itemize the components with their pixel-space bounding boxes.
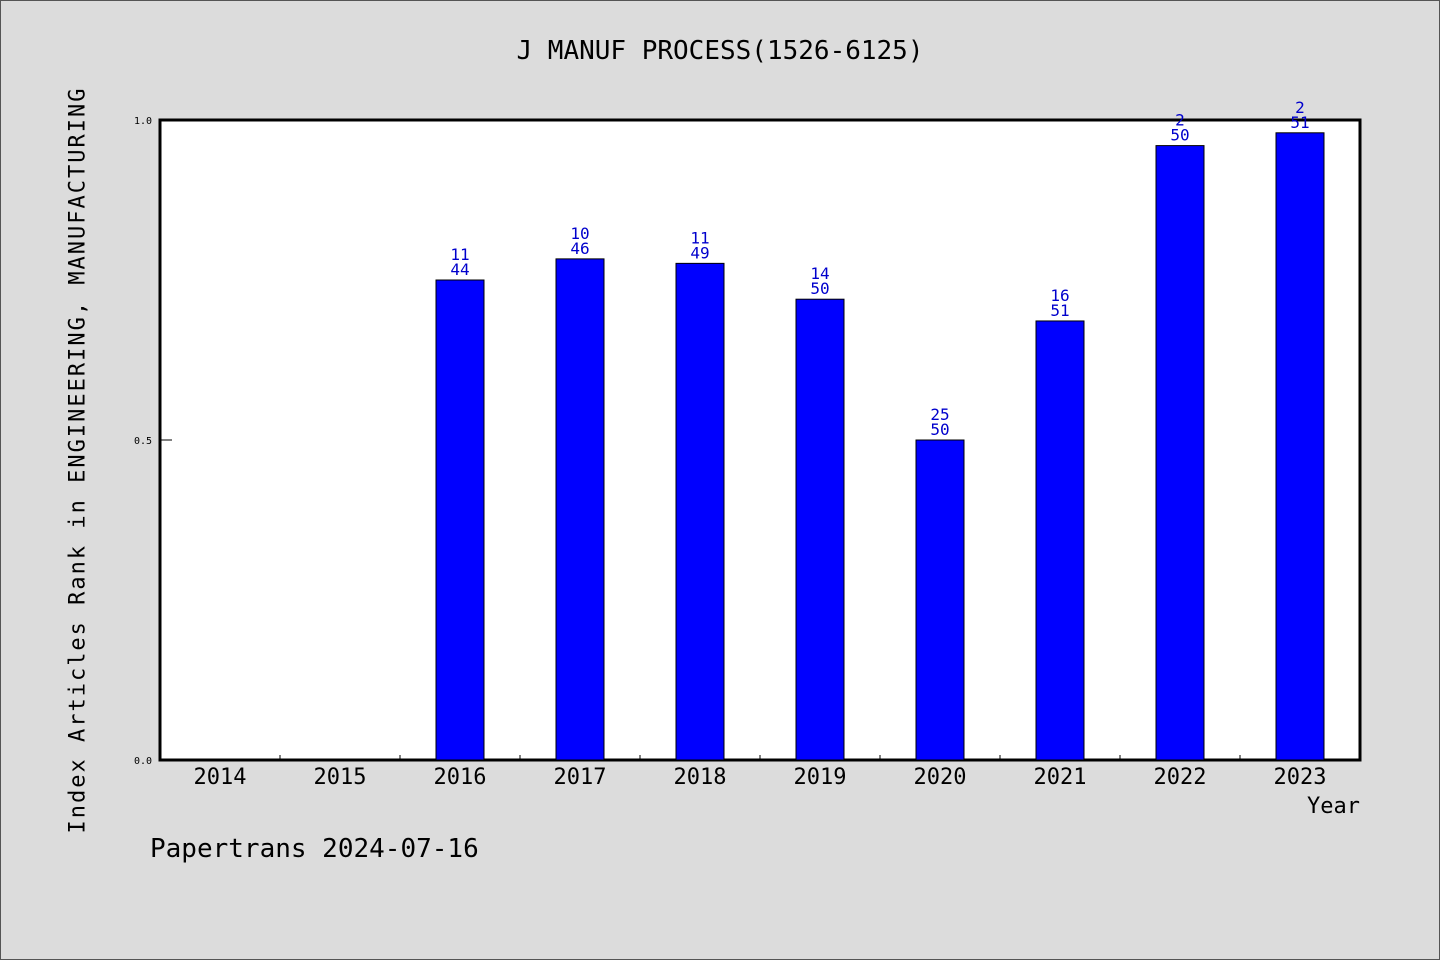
data-label-rank: 2 bbox=[1295, 98, 1305, 117]
x-ticks-group: 2014 2015 2016 2017 2018 2019 2020 2021 2022 2023 bbox=[194, 755, 1327, 790]
x-tick-label: 2015 bbox=[314, 765, 367, 790]
data-label-rank: 14 bbox=[810, 264, 829, 283]
data-label-rank: 25 bbox=[930, 405, 949, 424]
data-label-total: 50 bbox=[810, 279, 829, 298]
y-tick-label: 1.0 bbox=[134, 116, 152, 127]
x-tick-label: 2017 bbox=[554, 765, 607, 790]
bar bbox=[1275, 132, 1325, 761]
x-tick-label: 2018 bbox=[674, 765, 727, 790]
data-label-total: 50 bbox=[1170, 126, 1189, 145]
data-label-total: 44 bbox=[450, 260, 469, 279]
y-tick-label: 0.0 bbox=[134, 756, 152, 767]
data-label-rank: 11 bbox=[690, 228, 709, 247]
bar bbox=[675, 262, 725, 761]
footer-text: Papertrans 2024-07-16 bbox=[150, 834, 479, 864]
y-ticks-group: 0.0 0.5 1.0 bbox=[134, 116, 172, 767]
y-tick-label: 0.5 bbox=[134, 436, 152, 447]
bar bbox=[795, 298, 845, 761]
data-label-total: 50 bbox=[930, 420, 949, 439]
x-tick-label: 2021 bbox=[1034, 765, 1087, 790]
bar bbox=[435, 279, 485, 761]
x-tick-label: 2022 bbox=[1154, 765, 1207, 790]
data-label-total: 46 bbox=[570, 239, 589, 258]
x-tick-label: 2023 bbox=[1274, 765, 1327, 790]
bar bbox=[1035, 320, 1085, 761]
data-label-rank: 10 bbox=[570, 224, 589, 243]
x-tick-label: 2019 bbox=[794, 765, 847, 790]
bars-group bbox=[435, 132, 1325, 761]
data-label-total: 51 bbox=[1050, 301, 1069, 320]
data-label-total: 49 bbox=[690, 243, 709, 262]
data-label-rank: 16 bbox=[1050, 286, 1069, 305]
x-tick-label: 2020 bbox=[914, 765, 967, 790]
bar bbox=[555, 258, 605, 761]
data-label-rank: 11 bbox=[450, 245, 469, 264]
data-label-rank: 2 bbox=[1175, 111, 1185, 130]
bar bbox=[1155, 145, 1205, 761]
chart-title: J MANUF PROCESS(1526-6125) bbox=[516, 36, 924, 66]
data-label-total: 51 bbox=[1290, 113, 1309, 132]
x-tick-label: 2016 bbox=[434, 765, 487, 790]
bar bbox=[915, 439, 965, 761]
x-axis-label: Year bbox=[1307, 794, 1360, 819]
x-tick-label: 2014 bbox=[194, 765, 247, 790]
